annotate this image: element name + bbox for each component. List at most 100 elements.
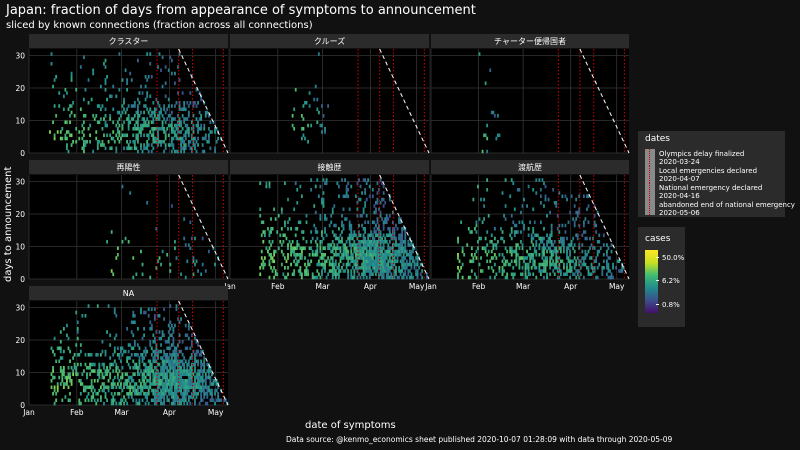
heatmap-tile: [96, 120, 99, 125]
heatmap-tile: [118, 356, 121, 360]
heatmap-tile: [388, 227, 391, 231]
heatmap-tile: [379, 201, 382, 205]
heatmap-tile: [310, 240, 313, 244]
heatmap-tile: [161, 375, 164, 380]
heatmap-tile: [73, 353, 76, 357]
heatmap-tile: [169, 143, 172, 147]
heatmap-tile: [535, 233, 538, 238]
heatmap-tile: [381, 246, 384, 251]
heatmap-tile: [152, 379, 155, 383]
heatmap-tile: [181, 398, 184, 403]
heatmap-tile: [575, 259, 578, 264]
heatmap-tile: [178, 398, 181, 403]
heatmap-tile: [174, 392, 176, 396]
heatmap-tile: [595, 275, 598, 280]
heatmap-tile: [184, 146, 187, 151]
heatmap-tile: [529, 253, 532, 257]
heatmap-tile: [586, 236, 588, 241]
heatmap-tile: [52, 392, 54, 396]
heatmap-tile: [308, 262, 311, 267]
heatmap-tile: [584, 253, 587, 257]
heatmap-tile: [204, 401, 207, 406]
heatmap-tile: [150, 327, 153, 331]
heatmap-tile: [177, 388, 179, 393]
heatmap-tile: [362, 266, 365, 270]
heatmap-tile: [167, 330, 170, 334]
heatmap-tile: [356, 253, 359, 257]
heatmap-tile: [118, 52, 121, 56]
y-tick-label: 10: [15, 117, 25, 126]
heatmap-tile: [187, 395, 190, 399]
heatmap-tile: [619, 269, 622, 273]
heatmap-tile: [351, 266, 354, 270]
heatmap-tile: [133, 382, 136, 386]
heatmap-tile: [381, 272, 384, 277]
heatmap-tile: [181, 146, 184, 151]
heatmap-tile: [155, 349, 158, 354]
heatmap-tile: [189, 91, 192, 95]
heatmap-tile: [55, 114, 58, 118]
heatmap-tile: [399, 246, 402, 251]
heatmap-tile: [321, 253, 323, 257]
heatmap-tile: [138, 398, 141, 403]
heatmap-tile: [153, 127, 156, 131]
heatmap-tile: [157, 136, 159, 141]
heatmap-tile: [183, 104, 186, 108]
heatmap-tile: [211, 395, 213, 399]
heatmap-tile: [373, 220, 376, 225]
heatmap-tile: [344, 269, 346, 273]
heatmap-tile: [321, 233, 323, 238]
heatmap-tile: [607, 266, 610, 270]
heatmap-tile: [62, 94, 65, 99]
heatmap-tile: [116, 246, 119, 251]
heatmap-tile: [373, 240, 376, 244]
heatmap-tile: [170, 375, 173, 380]
heatmap-tile: [61, 375, 64, 380]
heatmap-tile: [53, 133, 56, 138]
heatmap-tile: [593, 204, 596, 208]
heatmap-tile: [538, 178, 541, 182]
heatmap-tile: [81, 123, 84, 128]
heatmap-tile: [116, 366, 119, 370]
heatmap-tile: [175, 379, 178, 383]
heatmap-tile: [101, 104, 104, 108]
heatmap-tile: [167, 392, 170, 396]
heatmap-tile: [300, 275, 303, 280]
heatmap-tile: [112, 385, 115, 390]
heatmap-tile: [484, 246, 487, 251]
y-tick-label: 30: [15, 52, 25, 61]
heatmap-tile: [126, 379, 129, 383]
heatmap-tile: [316, 97, 319, 102]
heatmap-tile: [393, 233, 396, 238]
heatmap-tile: [160, 127, 162, 131]
heatmap-tile: [362, 178, 365, 182]
heatmap-tile: [354, 256, 357, 260]
heatmap-tile: [70, 104, 73, 108]
heatmap-tile: [206, 369, 209, 373]
heatmap-tile: [121, 353, 124, 357]
heatmap-tile: [506, 275, 509, 280]
heatmap-tile: [543, 246, 545, 251]
heatmap-tile: [143, 392, 145, 396]
heatmap-tile: [375, 230, 377, 234]
heatmap-tile: [127, 127, 130, 131]
heatmap-tile: [316, 253, 319, 257]
y-tick-label: 0: [20, 401, 25, 410]
heatmap-tile: [387, 259, 390, 264]
heatmap-tile: [158, 398, 161, 403]
heatmap-tile: [503, 269, 505, 273]
heatmap-tile: [158, 349, 161, 354]
heatmap-tile: [385, 249, 388, 254]
heatmap-tile: [362, 233, 365, 238]
heatmap-tile: [92, 114, 95, 118]
heatmap-tile: [395, 243, 397, 247]
heatmap-tile: [612, 262, 614, 267]
heatmap-tile: [532, 243, 535, 247]
heatmap-tile: [373, 253, 376, 257]
heatmap-tile: [408, 269, 411, 273]
heatmap-tile: [262, 266, 265, 270]
heatmap-tile: [217, 136, 220, 141]
heatmap-tile: [501, 269, 504, 273]
heatmap-tile: [66, 143, 68, 147]
heatmap-tile: [483, 246, 486, 251]
